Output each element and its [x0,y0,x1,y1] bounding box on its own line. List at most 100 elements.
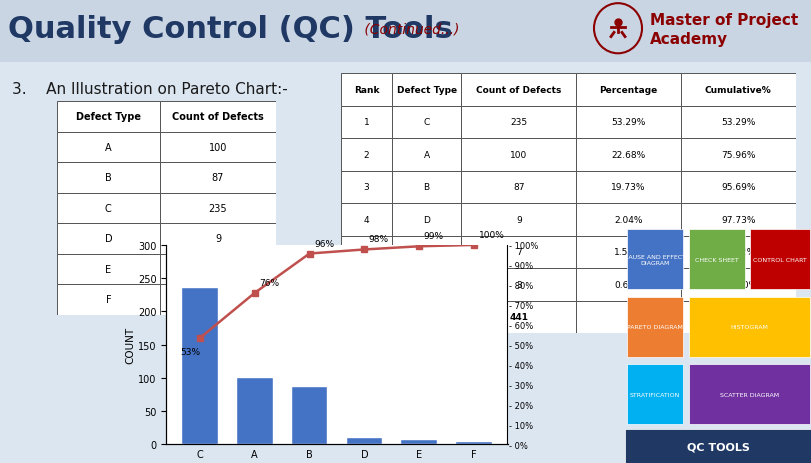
Text: 3: 3 [516,280,521,289]
Bar [346,438,382,444]
Text: 1.59%: 1.59% [613,248,642,257]
Text: 9: 9 [215,234,221,244]
Text: 3: 3 [363,183,369,192]
Text: 100.00%: 100.00% [717,280,757,289]
Text: 441: 441 [508,313,528,322]
Text: 22.68%: 22.68% [611,150,645,160]
Text: 1: 1 [363,118,369,127]
Bar [680,139,795,171]
Y-axis label: COUNT: COUNT [125,326,135,363]
Bar [392,171,461,204]
Text: Rank: Rank [354,86,379,95]
Text: CAUSE AND EFFECT
DIAGRAM: CAUSE AND EFFECT DIAGRAM [624,254,685,265]
Bar [680,204,795,236]
Text: Academy: Academy [649,32,727,47]
Bar [182,288,217,444]
Bar [392,269,461,301]
Bar [392,139,461,171]
Bar [626,230,682,290]
Bar [576,236,680,269]
Bar [576,204,680,236]
Text: C: C [423,118,429,127]
Bar [57,224,160,254]
Bar [680,74,795,106]
Bar [341,301,461,333]
Text: Count of Defects: Count of Defects [475,86,561,95]
Text: (Continued...): (Continued...) [359,22,459,36]
Text: Master of Project: Master of Project [649,13,797,28]
Text: 98%: 98% [368,235,388,244]
Text: B: B [423,183,429,192]
Text: 100%: 100% [478,231,504,239]
Text: 3.    An Illustration on Pareto Chart:-: 3. An Illustration on Pareto Chart:- [12,81,288,97]
Bar [341,74,392,106]
Text: A: A [105,143,112,152]
Bar [57,163,160,193]
Bar [160,193,276,224]
Bar [626,297,682,357]
Bar [341,139,392,171]
Text: 87: 87 [513,183,524,192]
Bar [392,74,461,106]
Bar [461,106,576,139]
Bar [576,269,680,301]
Text: Defect Type: Defect Type [396,86,456,95]
Text: F: F [423,280,429,289]
Bar [291,387,327,444]
Text: 87: 87 [212,173,224,183]
Text: 99%: 99% [423,232,444,241]
Text: 100: 100 [509,150,527,160]
Bar [160,224,276,254]
Bar [57,102,160,132]
Text: B: B [105,173,112,183]
Text: 7: 7 [215,264,221,274]
Text: Defect Type: Defect Type [75,112,140,122]
Bar [680,301,795,333]
Text: 9: 9 [516,215,521,225]
Bar [461,139,576,171]
Bar [688,230,744,290]
Text: Count of Defects: Count of Defects [172,112,264,122]
Text: C: C [105,203,112,213]
Bar [160,163,276,193]
Text: 6: 6 [363,280,369,289]
Text: D: D [105,234,112,244]
Bar [461,236,576,269]
Text: PARETO DIAGRAM: PARETO DIAGRAM [626,325,682,330]
Text: D: D [423,215,430,225]
Bar [341,269,392,301]
Bar [237,378,272,444]
Text: 53.29%: 53.29% [720,118,754,127]
Text: 76%: 76% [259,278,279,287]
Text: 3: 3 [215,294,221,305]
Text: Percentage: Percentage [599,86,657,95]
Bar [576,139,680,171]
Text: HISTOGRAM: HISTOGRAM [730,325,767,330]
Text: E: E [423,248,429,257]
Bar [456,443,491,444]
Text: 235: 235 [208,203,227,213]
Bar [461,74,576,106]
Text: A: A [423,150,429,160]
Bar [624,429,811,463]
Text: SCATTER DIAGRAM: SCATTER DIAGRAM [719,392,778,397]
Text: 53%: 53% [180,347,200,357]
Bar [461,204,576,236]
Text: E: E [105,264,111,274]
Bar [749,230,809,290]
Bar [461,171,576,204]
Text: QC TOOLS: QC TOOLS [686,441,749,451]
Bar [341,171,392,204]
Bar [576,171,680,204]
Text: 7: 7 [516,248,521,257]
Text: 100: 100 [208,143,227,152]
Bar [461,269,576,301]
Text: Quality Control (QC) Tools: Quality Control (QC) Tools [8,15,453,44]
Text: CHECK SHEET: CHECK SHEET [694,257,738,262]
Text: 99.32%: 99.32% [720,248,754,257]
Bar [341,204,392,236]
Bar [576,106,680,139]
Bar [57,193,160,224]
Bar [57,132,160,163]
Bar [688,297,809,357]
